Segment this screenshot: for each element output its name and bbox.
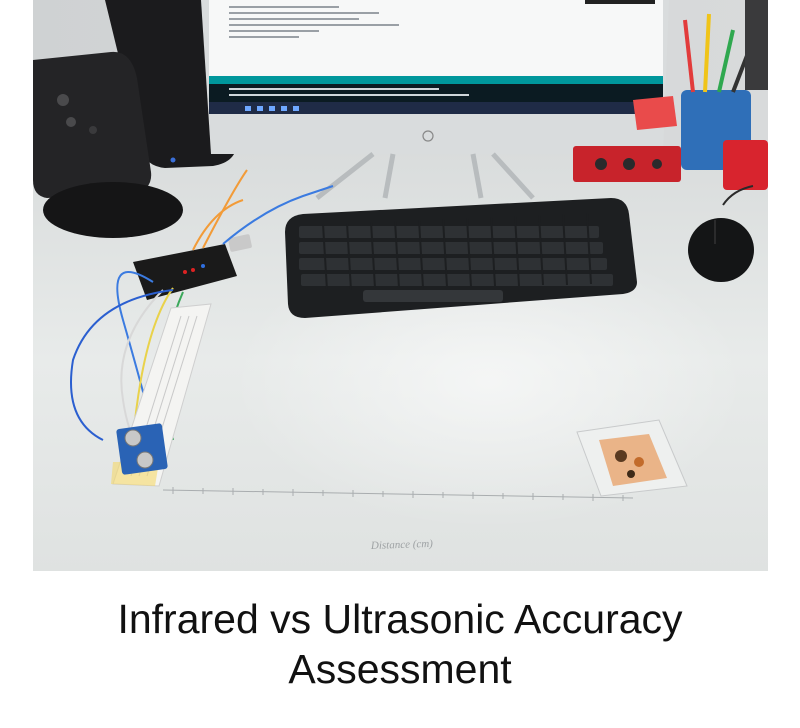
setup-photo: Distance (cm) bbox=[33, 0, 768, 571]
caption: Infrared vs Ultrasonic Accuracy Assessme… bbox=[0, 594, 800, 694]
keyboard bbox=[285, 198, 637, 318]
ide-console-bar bbox=[209, 76, 663, 84]
ultrasonic-sensor bbox=[116, 423, 168, 475]
microphone bbox=[33, 51, 183, 238]
caption-line-2: Assessment bbox=[288, 646, 512, 692]
taskbar bbox=[209, 102, 663, 114]
monitor bbox=[201, 0, 669, 200]
mouse bbox=[688, 218, 754, 282]
distance-ruler bbox=[162, 487, 634, 501]
red-box bbox=[723, 140, 768, 190]
ruler-label: Distance (cm) bbox=[370, 538, 434, 552]
target-block bbox=[576, 419, 688, 497]
caption-line-1: Infrared vs Ultrasonic Accuracy bbox=[117, 596, 683, 642]
arduino-board bbox=[133, 234, 252, 300]
